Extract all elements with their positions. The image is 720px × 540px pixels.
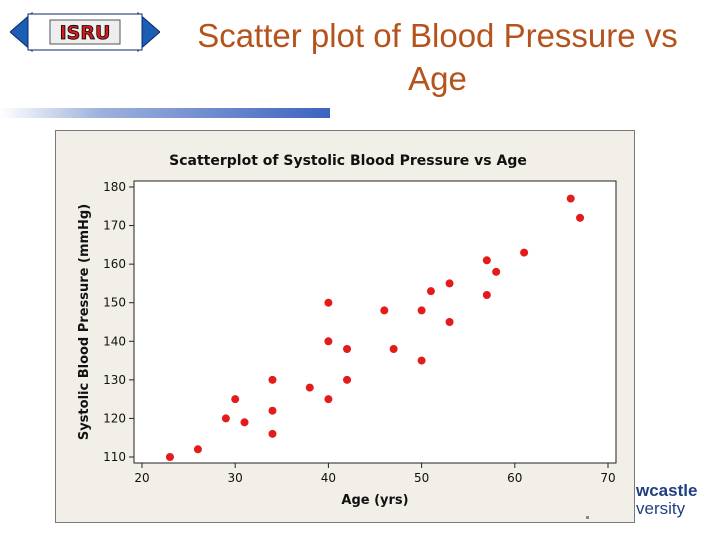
university-logo: wcastle versity (636, 482, 720, 522)
slide-title: Scatter plot of Blood Pressure vs Age (197, 17, 678, 97)
y-tick-label: 160 (103, 257, 126, 271)
data-point (231, 395, 240, 404)
y-tick-label: 170 (103, 219, 126, 233)
data-point (380, 306, 389, 315)
y-tick-label: 140 (103, 334, 126, 348)
data-point (417, 356, 426, 365)
data-point (576, 213, 585, 222)
university-logo-line1: wcastle (636, 481, 698, 500)
x-axis-label: Age (yrs) (341, 493, 408, 508)
data-point (417, 306, 426, 315)
data-point (343, 345, 352, 353)
data-point (445, 318, 454, 326)
data-point (324, 298, 333, 307)
isru-logo: ISRU (10, 11, 160, 53)
isru-logo-text: ISRU (60, 22, 111, 44)
data-point (482, 256, 491, 265)
data-point (165, 453, 174, 461)
data-point (324, 395, 333, 404)
data-point (482, 291, 491, 299)
data-point (389, 345, 398, 353)
data-point (445, 279, 454, 288)
title-underline-bar (0, 108, 330, 118)
x-tick-label: 40 (321, 471, 336, 485)
chart-panel: Scatterplot of Systolic Blood Pressure v… (55, 130, 635, 523)
chart-title: Scatterplot of Systolic Blood Pressure v… (169, 153, 527, 169)
axis-ticks: 20 30 40 50 60 70 110 120 130 140 150 160 170 180 (103, 180, 616, 485)
y-tick-label: 130 (103, 373, 126, 387)
y-tick-label: 120 (103, 411, 126, 425)
data-point (324, 337, 333, 346)
data-point (426, 287, 435, 296)
plot-area (133, 180, 617, 464)
data-point (566, 194, 575, 203)
x-tick-label: 30 (228, 471, 243, 485)
data-point (268, 406, 277, 415)
x-tick-label: 60 (507, 471, 522, 485)
y-tick-label: 180 (103, 180, 126, 194)
y-tick-label: 150 (103, 296, 126, 310)
x-tick-label: 50 (414, 471, 429, 485)
x-tick-label: 20 (134, 471, 149, 485)
scatter-chart: Scatterplot of Systolic Blood Pressure v… (77, 153, 617, 508)
data-point (305, 383, 314, 392)
y-tick-label: 110 (103, 450, 126, 464)
data-point (343, 375, 352, 384)
data-points (165, 194, 585, 461)
university-logo-line2: versity (636, 499, 686, 518)
y-axis-label: Systolic Blood Pressure (mmHg) (77, 204, 92, 440)
data-point (193, 445, 202, 454)
data-point (240, 418, 249, 427)
data-point (268, 375, 277, 384)
x-tick-label: 70 (600, 471, 615, 485)
data-point (492, 267, 501, 276)
data-point (268, 429, 277, 438)
data-point (520, 248, 529, 257)
decorative-mark (586, 516, 589, 519)
data-point (221, 414, 230, 423)
